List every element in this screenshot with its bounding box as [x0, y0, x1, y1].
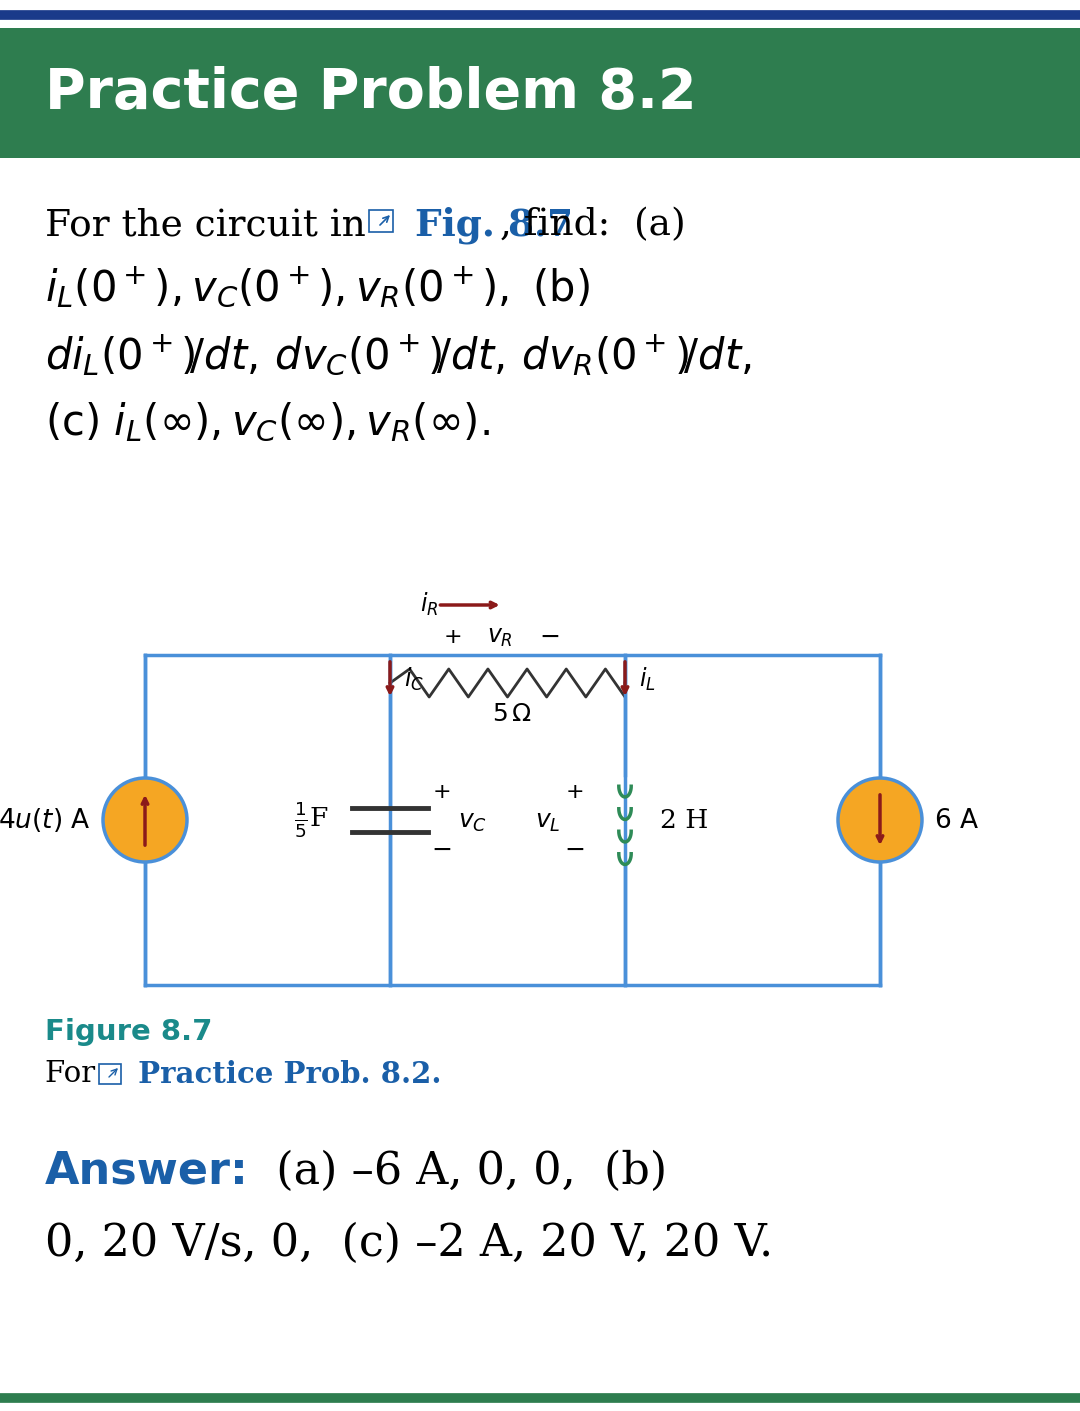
Text: Figure 8.7: Figure 8.7	[45, 1017, 213, 1046]
FancyBboxPatch shape	[99, 1064, 121, 1084]
Text: $di_L\left(0^+\right)\!/dt,\, dv_C\left(0^+\right)\!/dt,\, dv_R\left(0^+\right)\: $di_L\left(0^+\right)\!/dt,\, dv_C\left(…	[45, 333, 752, 378]
Text: 2 H: 2 H	[660, 807, 708, 832]
Text: $v_R$: $v_R$	[487, 625, 512, 649]
Text: Answer:: Answer:	[45, 1150, 248, 1192]
FancyBboxPatch shape	[0, 28, 1080, 158]
Text: $v_L$: $v_L$	[535, 810, 561, 834]
Text: 0, 20 V/s, 0,  (c) –2 A, 20 V, 20 V.: 0, 20 V/s, 0, (c) –2 A, 20 V, 20 V.	[45, 1222, 773, 1266]
Text: −: −	[539, 625, 561, 649]
Text: Fig. 8.7: Fig. 8.7	[402, 207, 573, 244]
Text: $i_R$: $i_R$	[420, 591, 438, 618]
Text: $i_C$: $i_C$	[404, 666, 424, 693]
Text: +: +	[433, 782, 451, 801]
Text: For: For	[45, 1060, 105, 1088]
Text: −: −	[565, 838, 585, 862]
Circle shape	[103, 777, 187, 862]
FancyBboxPatch shape	[369, 210, 393, 231]
Text: $\frac{1}{5}$F: $\frac{1}{5}$F	[294, 800, 328, 840]
Text: +: +	[566, 782, 584, 801]
Text: , find:  (a): , find: (a)	[500, 207, 686, 243]
Text: For the circuit in: For the circuit in	[45, 207, 378, 243]
Text: $v_C$: $v_C$	[458, 810, 487, 834]
Text: Practice Problem 8.2: Practice Problem 8.2	[45, 66, 697, 120]
Text: $\mathrm{(c)}\ i_L\left(\infty\right), v_C\left(\infty\right), v_R\left(\infty\r: $\mathrm{(c)}\ i_L\left(\infty\right), v…	[45, 401, 490, 444]
Text: −: −	[432, 838, 453, 862]
Text: $i_L\left(0^+\right), v_C\left(0^+\right), v_R\left(0^+\right),\ \mathrm{(b)}$: $i_L\left(0^+\right), v_C\left(0^+\right…	[45, 265, 590, 310]
Text: $i_L$: $i_L$	[639, 666, 656, 693]
Text: $4u(t)\ \mathrm{A}$: $4u(t)\ \mathrm{A}$	[0, 806, 91, 834]
Circle shape	[838, 777, 922, 862]
Text: $5\,\Omega$: $5\,\Omega$	[492, 703, 532, 727]
Text: Practice Prob. 8.2.: Practice Prob. 8.2.	[129, 1060, 442, 1089]
Text: $6\ \mathrm{A}$: $6\ \mathrm{A}$	[934, 807, 980, 832]
Text: +: +	[443, 626, 462, 648]
Text: (a) –6 A, 0, 0,  (b): (a) –6 A, 0, 0, (b)	[248, 1150, 667, 1194]
